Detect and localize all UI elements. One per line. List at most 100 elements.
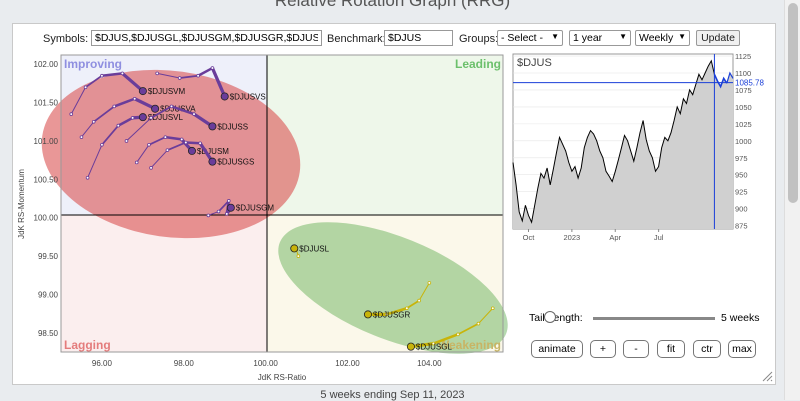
period-select-value: 1 year [573,32,603,44]
tail-segment [432,333,460,345]
tail-point [165,148,170,152]
tail-point [91,119,96,124]
center-button[interactable]: ctr [693,340,721,358]
tail-segment [166,141,187,152]
fit-button[interactable]: fit [657,340,685,358]
tail-point [196,73,200,78]
tail-point [206,213,211,218]
tail-point [210,66,215,70]
rrg-panel: Symbols: Benchmark: Groups: - Select -▼ … [12,23,776,385]
tail-segment [125,117,152,142]
page-title: Relative Rotation Graph (RRG) [274,0,511,10]
head-point[interactable] [220,92,229,101]
zoom-in-button[interactable]: + [590,340,616,358]
series-djusgr[interactable]: $DJUSGR [363,281,432,320]
scrollbar-thumb[interactable] [788,3,798,203]
tail-segment [150,149,168,169]
zoom-out-button[interactable]: - [623,340,649,358]
tail-segment [217,199,230,213]
series-djusgl[interactable]: $DJUSGL [406,306,495,352]
tail-point [179,137,184,142]
weakening-highlight-ellipse [278,222,508,354]
symbols-input[interactable] [91,30,322,46]
tail-segment [385,307,409,316]
tail-point [226,199,231,203]
series-label: $DJUSVS [230,92,266,101]
series-djusgs[interactable]: $DJUSGS [149,140,255,170]
y-tick-label: 102.00 [34,60,59,69]
benchmark-trailing-line [726,71,734,84]
animate-button[interactable]: animate [531,340,583,358]
groups-select-value: - Select - [501,32,544,44]
interval-select[interactable]: Weekly ▼ [635,30,690,46]
y-tick-label: 101.00 [34,137,59,146]
tail-length-slider-track[interactable] [593,317,715,320]
y-tick-label: 100.50 [34,175,59,184]
head-point[interactable] [406,342,415,351]
y-tick-label: 98.50 [38,329,59,338]
tail-segment [418,282,430,302]
head-point[interactable] [208,122,217,131]
benchmark-input[interactable] [384,30,453,46]
mini-y-tick-label: 950 [735,171,748,180]
tail-segment [170,105,196,116]
groups-select[interactable]: - Select - ▼ [497,30,563,46]
series-label: $DJUSGM [236,204,275,213]
period-select[interactable]: 1 year ▼ [569,30,631,46]
chevron-down-icon: ▼ [619,32,627,41]
tail-point [132,96,137,101]
tail-segment [164,135,183,141]
series-label: $DJUSGR [373,310,411,319]
quadrant-label-improving: Improving [64,57,122,71]
tail-point [134,160,139,165]
tail-point [116,123,121,128]
series-djuss[interactable]: $DJUSS [124,104,248,143]
plot-frame [60,54,504,353]
tail-segment [210,66,227,99]
mini-y-tick-label: 875 [735,222,748,231]
mini-x-tick-label: 2023 [564,233,581,242]
benchmark-label: Benchmark: [327,33,386,45]
tail-point [147,142,151,147]
tail-length-slider-handle[interactable] [544,311,556,323]
head-point[interactable] [226,203,235,212]
resize-grip-icon[interactable] [761,370,773,382]
head-point[interactable] [290,244,299,253]
head-point[interactable] [138,113,147,122]
mini-x-tick-label: Jul [654,233,664,242]
series-djusgm[interactable]: $DJUSGM [206,199,275,218]
series-djusm[interactable]: $DJUSM [134,135,229,165]
head-point[interactable] [187,146,196,155]
reference-level-label: 1085.78 [735,79,764,88]
tail-point [224,212,229,216]
tail-point [85,175,90,180]
tail-point [476,321,481,326]
tail-point [149,166,153,170]
benchmark-recent-line [713,73,728,89]
head-point[interactable] [208,157,217,166]
series-djusvs[interactable]: $DJUSVS [155,66,266,102]
x-tick-label: 96.00 [92,359,113,368]
series-djusl[interactable]: $DJUSL [290,244,330,258]
series-djusvl[interactable]: $DJUSVL [85,113,184,180]
head-point[interactable] [138,87,147,96]
benchmark-mini-chart: $DJUS 1125 1100 1075 1050 1025 1000 975 950 925 9… [512,52,764,242]
tail-segment [156,72,181,79]
page-scrollbar[interactable] [784,0,800,400]
max-button[interactable]: max [728,340,756,358]
tail-point [192,112,196,116]
tail-segment [112,97,136,108]
x-tick-label: 102.00 [335,359,360,368]
tail-point [184,140,188,145]
mini-chart-title: $DJUS [517,57,552,69]
quadrant-leading [267,55,503,215]
head-point[interactable] [151,104,160,113]
tail-point [149,116,153,120]
head-point[interactable] [363,310,372,319]
tail-segment [457,322,480,336]
series-djusvm[interactable]: $DJUSVM [69,71,186,116]
tail-point [198,141,202,146]
quadrant-label-weakening: Weakening [438,338,501,352]
tail-segment [207,211,220,216]
update-button[interactable]: Update [696,30,740,46]
